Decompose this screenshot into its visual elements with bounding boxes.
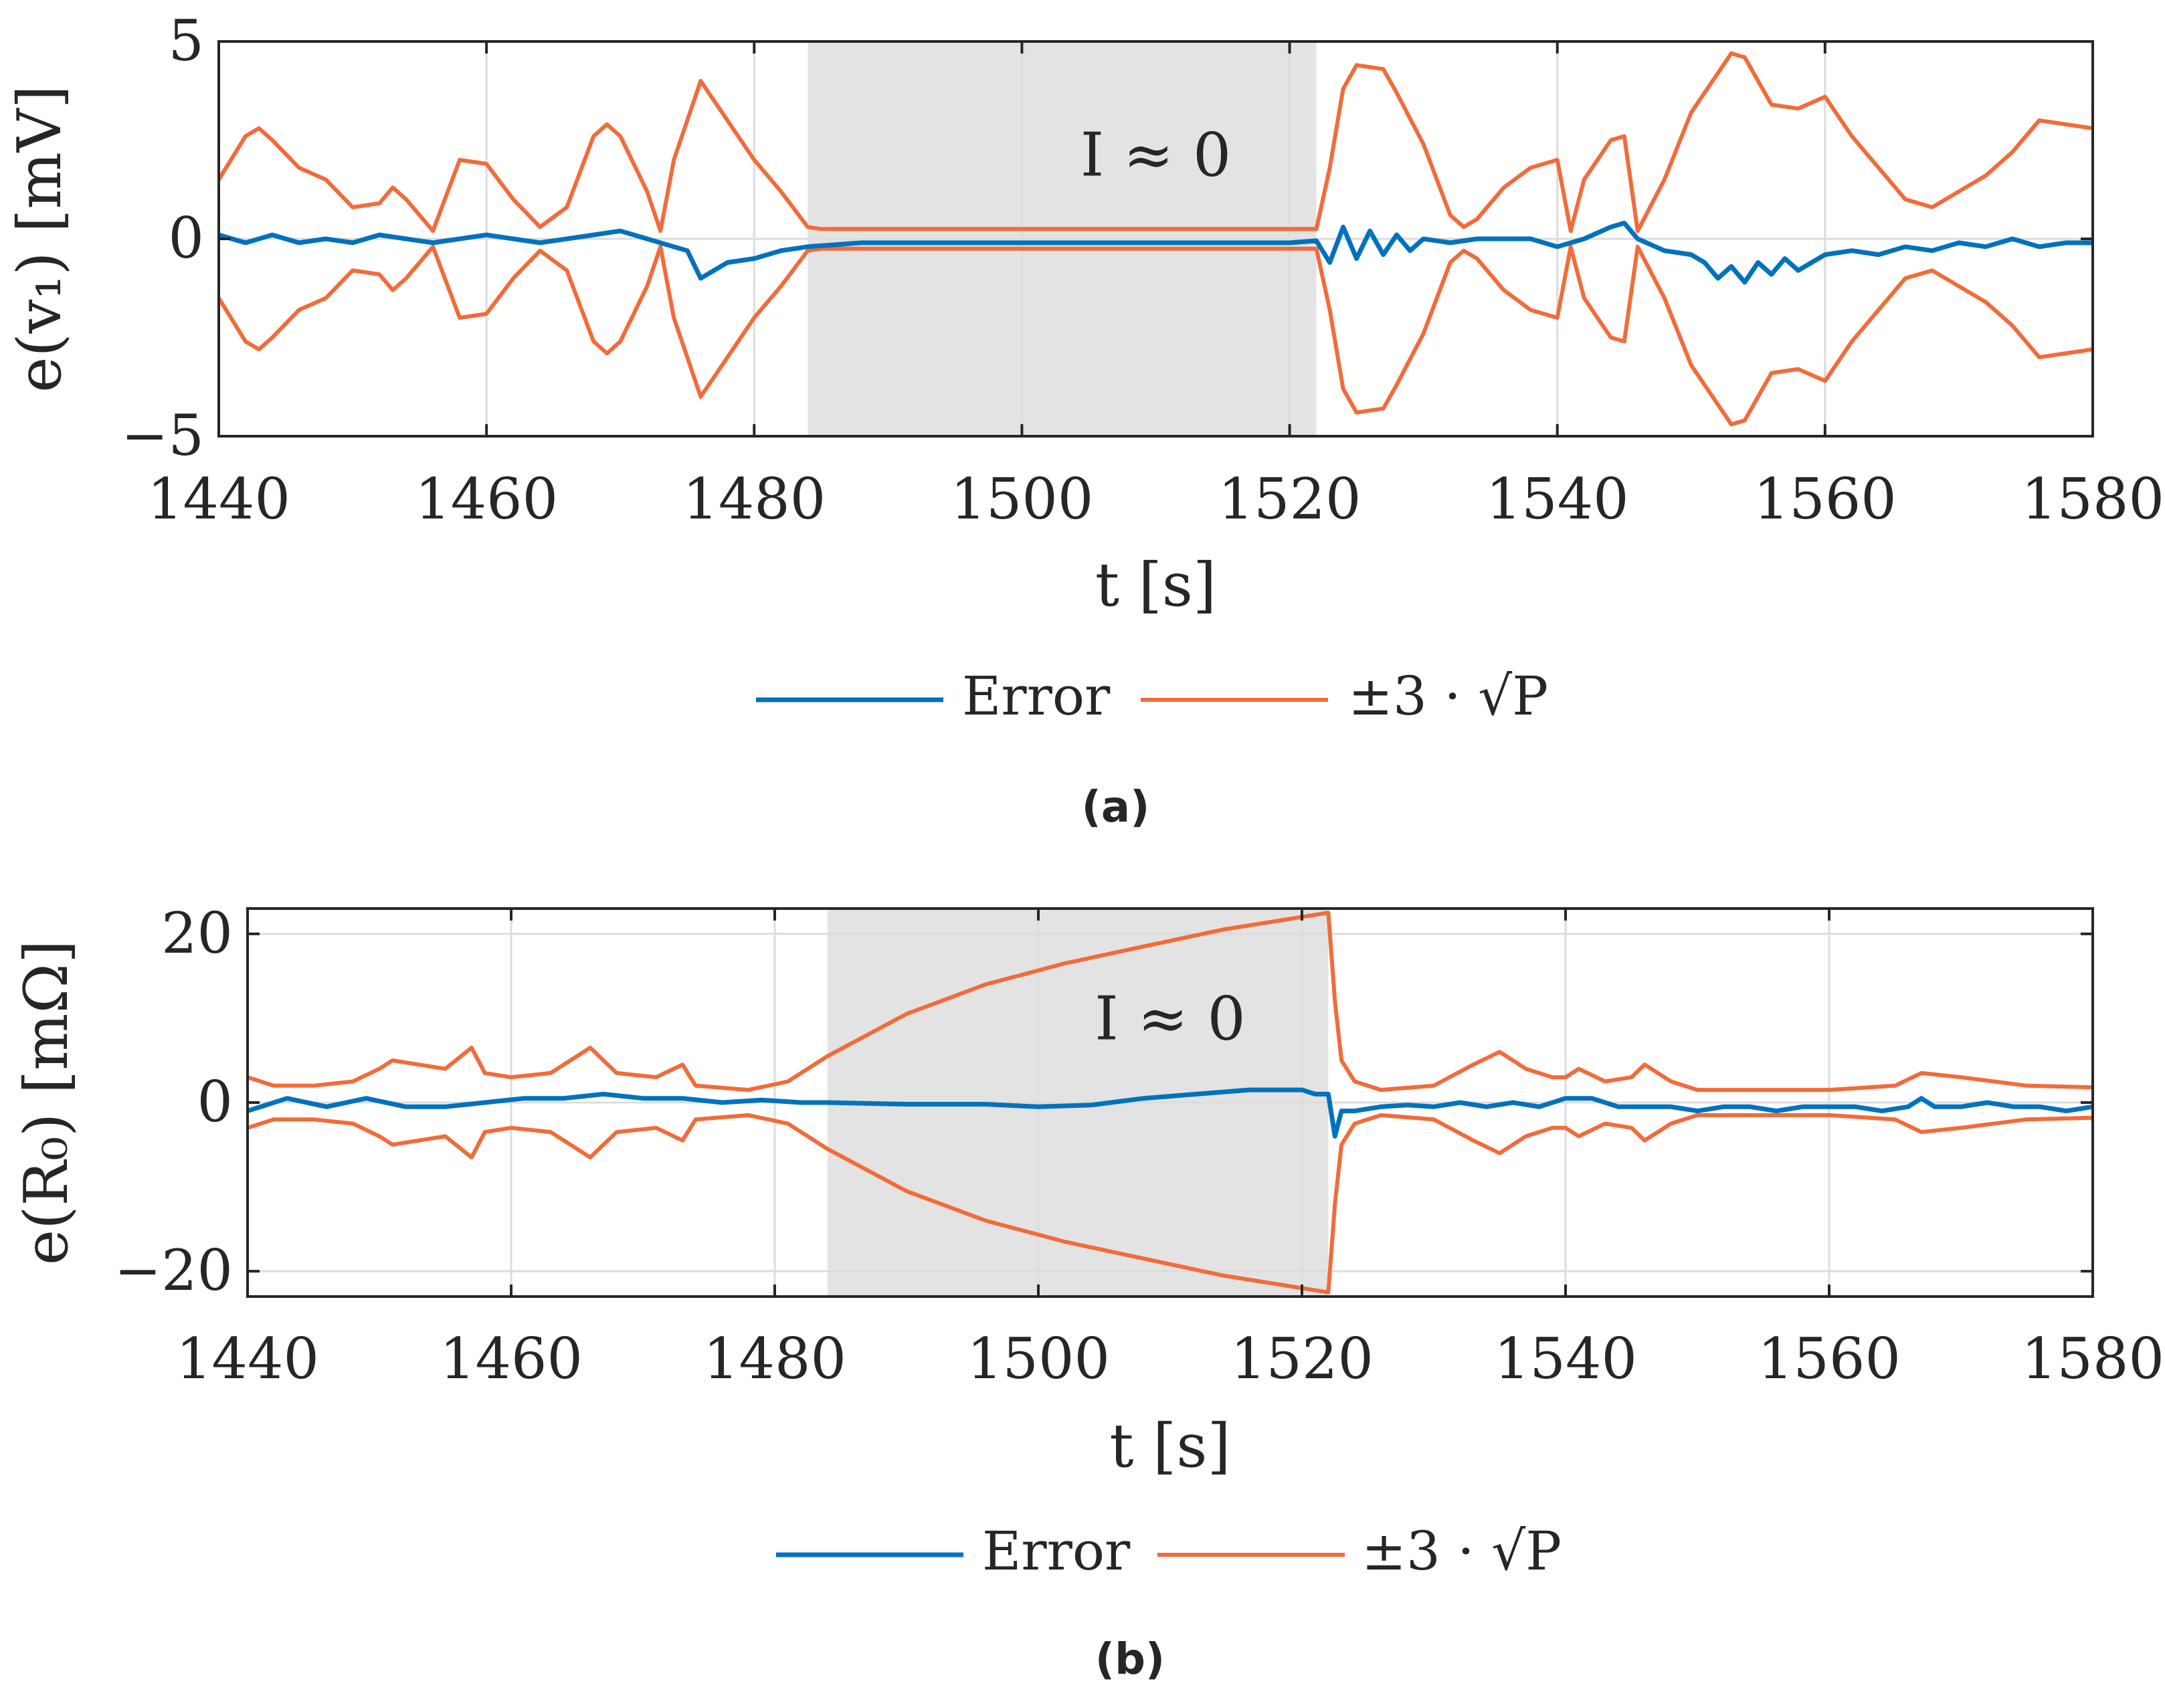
y-tick-label: 0 xyxy=(169,205,204,271)
y-tick-label: −5 xyxy=(121,403,204,468)
x-tick-label: 1480 xyxy=(682,466,826,532)
annotation-i-approx-zero: I ≈ 0 xyxy=(1095,983,1245,1054)
legend: Error ±3 · √P xyxy=(776,1520,1562,1582)
y-axis-label: e(v₁) [mV] xyxy=(5,85,75,393)
y-tick-label: −20 xyxy=(114,1238,233,1303)
x-axis-label: t [s] xyxy=(1095,550,1216,620)
chart-a: I ≈ 0 1440 1460 1480 1500 1520 1540 1560 1580 5 0 −… xyxy=(5,8,2164,832)
caption-b: (b) xyxy=(1095,1635,1165,1685)
series-error xyxy=(246,1087,2093,1139)
x-tick-label: 1540 xyxy=(1494,1326,1637,1392)
x-tick-label: 1560 xyxy=(1754,466,1897,532)
x-tick-label: 1460 xyxy=(415,466,558,532)
y-tick-label: 0 xyxy=(197,1069,233,1135)
legend-label-error: Error xyxy=(962,665,1111,727)
x-tick-label: 1500 xyxy=(951,466,1094,532)
x-tick-label: 1480 xyxy=(703,1326,846,1392)
x-tick-label: 1560 xyxy=(1758,1326,1901,1392)
x-tick-label: 1540 xyxy=(1486,466,1629,532)
series-bound-upper xyxy=(247,911,2093,1093)
series-error xyxy=(218,220,2093,285)
x-tick-label: 1520 xyxy=(1218,466,1361,532)
legend-label-error: Error xyxy=(982,1520,1131,1582)
series-bound-upper xyxy=(217,51,2093,233)
x-tick-label: 1500 xyxy=(967,1326,1110,1392)
x-tick-label: 1520 xyxy=(1230,1326,1374,1392)
x-tick-label: 1460 xyxy=(440,1326,583,1392)
caption-a: (a) xyxy=(1082,783,1150,832)
legend-label-bound: ±3 · √P xyxy=(1348,665,1548,727)
y-tick-label: 20 xyxy=(161,900,233,966)
x-tick-label: 1580 xyxy=(2021,466,2164,532)
x-axis-label: t [s] xyxy=(1109,1411,1230,1481)
chart-b: I ≈ 0 1440 1460 1480 1500 1520 1540 1560 1580 20 0… xyxy=(11,900,2164,1685)
y-axis-label: e(R₀) [mΩ] xyxy=(11,940,82,1265)
annotation-i-approx-zero: I ≈ 0 xyxy=(1080,120,1231,191)
series-bound-lower xyxy=(247,1113,2093,1295)
series-bound-lower xyxy=(217,244,2093,427)
legend: Error ±3 · √P xyxy=(756,665,1548,727)
x-tick-label: 1440 xyxy=(176,1326,319,1392)
x-tick-label: 1440 xyxy=(147,466,290,532)
legend-label-bound: ±3 · √P xyxy=(1361,1520,1562,1582)
y-tick-label: 5 xyxy=(169,8,204,74)
x-tick-label: 1580 xyxy=(2021,1326,2164,1392)
